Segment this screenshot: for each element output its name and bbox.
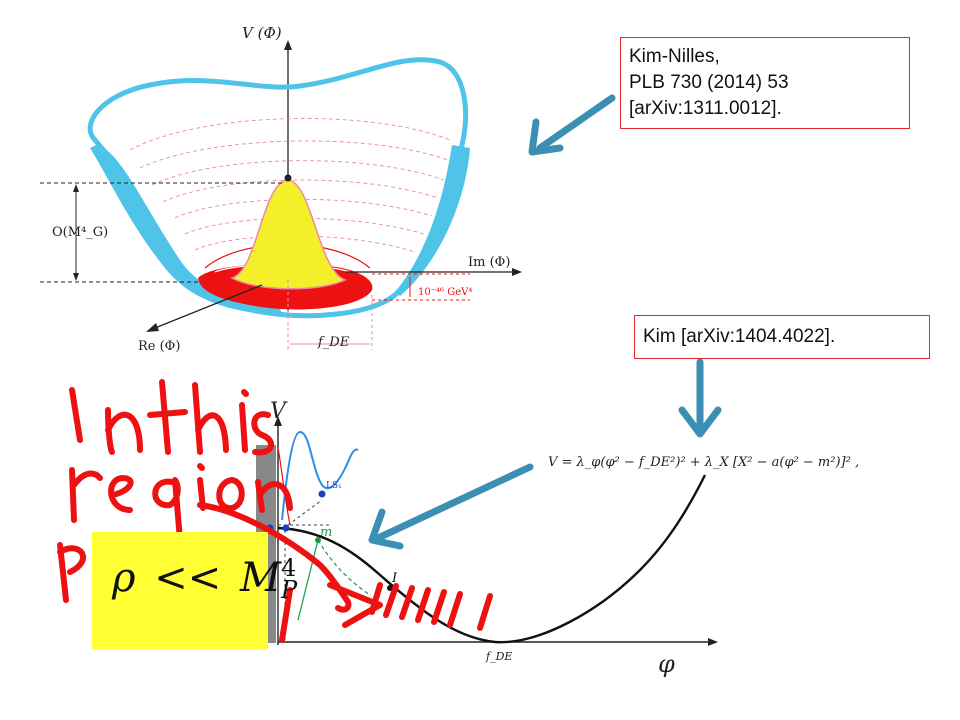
hw-left-bar [279,587,293,643]
top-fde-label: f_DE [317,335,350,350]
green-curve [317,539,371,596]
hw-this [147,379,274,456]
bottom-v-label: V [270,399,288,424]
much-less-than: << [154,555,222,601]
bottom-phi-label: φ [658,650,675,678]
ls-point [318,490,326,498]
handwritten-annotation [57,379,493,643]
bottom-phi-arrowhead [708,638,718,646]
rho-symbol: ρ [112,555,136,601]
ref-line-1: Kim-Nilles, [629,46,720,67]
bowl-wall-right [395,145,470,296]
blue-potential-curve [281,430,359,521]
green-line [297,539,319,621]
hw-region [69,463,293,554]
reference-kim: Kim [arXiv:1404.4022]. [634,315,930,359]
height-arrow-head-top [73,184,79,192]
dash-ls [287,499,323,526]
bottom-fde-label: f_DE [485,650,512,663]
wall-point-2 [282,524,290,532]
main-potential-curve [277,474,707,644]
hilltop [230,179,347,290]
bottom-potential-plot: V φ LS₁ m I f_DE V = λ_φ(φ² − f_DE²)² + … [256,399,859,678]
arrow-to-bottom-plot-head [368,508,404,550]
power-four: 4 [280,554,297,582]
hw-In [69,387,143,455]
top-v-axis-arrowhead [284,40,292,50]
m-label: m [320,525,332,540]
highlight-box [92,532,268,650]
top-potential-plot: V (Φ) Im (Φ) Re (Φ) [40,24,522,354]
height-label: O(M⁴_G) [52,225,108,240]
planck-subscript: P [280,576,298,604]
top-im-label: Im (Φ) [468,255,510,270]
bottom-v-arrowhead [274,416,282,426]
arrow-to-bottom-plot [374,463,534,542]
hw-hatch [369,582,493,631]
top-re-axis [149,284,263,331]
ref-line-2: PLB 730 (2014) 53 [629,72,789,93]
ls-label: LS₁ [326,481,342,491]
hw-p [57,542,86,603]
hw-sweep [197,502,352,613]
reference-kim-nilles: Kim-Nilles, PLB 730 (2014) 53 [arXiv:131… [620,37,910,129]
top-im-arrowhead [512,268,522,276]
planck-mass: M [239,555,281,601]
top-v-label: V (Φ) [242,24,282,42]
ref-line-3: [arXiv:1311.0012]. [629,98,782,119]
i-label: I [391,571,398,586]
gap-label: 10⁻⁴⁶ GeV⁴ [418,287,472,298]
hilltop-point [284,174,292,182]
potential-equation: V = λ_φ(φ² − f_DE²)² + λ_X [X² − a(φ² − … [548,455,859,470]
arrow-to-top-plot-head [528,118,564,156]
i-point [387,585,393,591]
top-re-label: Re (Φ) [138,339,180,354]
m-point [315,537,321,543]
arrow-to-top-plot [536,94,616,152]
height-arrow-head-bottom [73,273,79,281]
arrow-down-head [678,406,722,438]
pointer-arrows [368,94,722,550]
hw-arrow-head [327,582,383,628]
top-re-arrowhead [146,323,159,332]
